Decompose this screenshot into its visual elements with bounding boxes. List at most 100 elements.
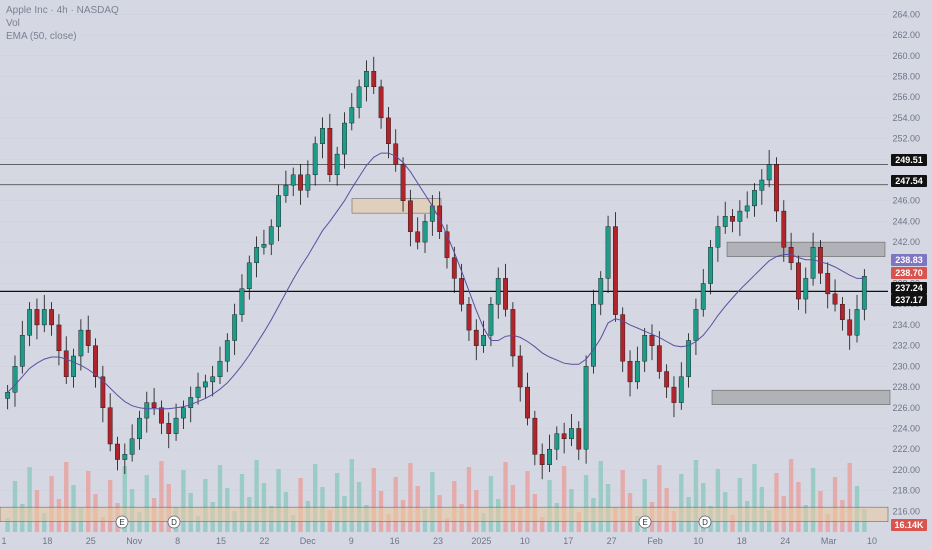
candle-body xyxy=(847,319,853,336)
volume-bar xyxy=(752,464,757,532)
volume-bar xyxy=(276,469,281,532)
candle-body xyxy=(466,304,472,331)
candle-body xyxy=(115,443,120,460)
candle-body xyxy=(656,345,662,372)
candle-body xyxy=(569,428,574,440)
ema-line xyxy=(7,152,865,410)
candle-body xyxy=(78,329,84,357)
price-tag-bg xyxy=(891,294,927,306)
event-marker-label: E xyxy=(642,518,647,527)
y-tick-label: 220.00 xyxy=(892,465,920,475)
x-tick-label: 15 xyxy=(216,536,226,546)
candle-body xyxy=(642,335,648,362)
chart-legend: Apple Inc · 4h · NASDAQ Vol EMA (50, clo… xyxy=(6,4,119,43)
candle-body xyxy=(678,376,684,403)
candle-body xyxy=(495,278,501,305)
volume-bar xyxy=(488,476,494,532)
candle-body xyxy=(517,355,523,388)
price-tag-bg xyxy=(891,154,927,166)
volume-bar xyxy=(635,516,640,532)
candle-body xyxy=(268,226,274,245)
candle-body xyxy=(700,283,706,310)
candle-body xyxy=(144,402,150,419)
candle-body xyxy=(137,417,142,440)
x-tick-label: Nov xyxy=(126,536,143,546)
volume-bar xyxy=(788,459,794,532)
volume-bar xyxy=(444,518,450,532)
volume-bar xyxy=(349,459,354,532)
symbol-title[interactable]: Apple Inc · 4h · NASDAQ xyxy=(6,5,119,16)
candle-body xyxy=(210,376,216,383)
x-tick-label: 16 xyxy=(390,536,400,546)
candle-body xyxy=(27,309,33,336)
x-tick-label: 2025 xyxy=(471,536,491,546)
candle-body xyxy=(41,309,47,326)
y-tick-label: 216.00 xyxy=(892,506,920,516)
candle-body xyxy=(781,210,787,248)
volume-bar xyxy=(481,513,486,532)
y-tick-label: 228.00 xyxy=(892,382,920,392)
volume-bar xyxy=(12,481,18,532)
x-tick-label: 1 xyxy=(1,536,6,546)
volume-bar xyxy=(525,471,530,532)
volume-bar xyxy=(42,513,47,532)
candlesticks xyxy=(5,56,867,480)
volume-bar xyxy=(137,512,142,532)
x-tick-label: 10 xyxy=(867,536,877,546)
candle-body xyxy=(71,355,76,377)
volume-bar xyxy=(810,468,816,532)
candle-body xyxy=(129,438,135,455)
volume-label[interactable]: Vol xyxy=(6,18,20,29)
y-tick-label: 252.00 xyxy=(892,134,920,144)
candle-body xyxy=(49,309,54,326)
x-tick-label: 9 xyxy=(349,536,354,546)
candle-body xyxy=(664,371,670,388)
candle-body xyxy=(93,345,98,377)
candle-body xyxy=(320,128,325,144)
x-tick-label: 10 xyxy=(520,536,530,546)
price-tags: 249.51 247.54 238.83 238.70 237.24 237.17 16.1… xyxy=(891,154,927,531)
candle-body xyxy=(371,71,377,88)
y-tick-label: 218.00 xyxy=(892,486,920,496)
candle-body xyxy=(261,243,267,248)
candle-body xyxy=(63,350,69,377)
candle-body xyxy=(510,309,516,357)
y-tick-label: 226.00 xyxy=(892,403,920,413)
volume-bar xyxy=(693,460,699,532)
price-tag-bg xyxy=(891,175,927,187)
event-marker xyxy=(115,515,129,529)
candle-body xyxy=(246,262,252,289)
volume-bar xyxy=(393,477,398,532)
price-tag-label: 238.83 xyxy=(895,255,923,265)
candle-body xyxy=(407,200,413,232)
candle-body xyxy=(766,164,772,181)
candle-body xyxy=(349,107,355,124)
candle-body xyxy=(188,397,194,408)
volume-bar xyxy=(430,472,435,532)
candle-body xyxy=(774,164,779,212)
volume-bar xyxy=(122,466,128,532)
candle-body xyxy=(539,454,545,465)
y-tick-label: 254.00 xyxy=(892,113,920,123)
candle-body xyxy=(612,226,618,315)
candle-body xyxy=(532,417,538,455)
volume-bar xyxy=(576,512,581,532)
candle-body xyxy=(386,117,391,144)
volume-bar xyxy=(386,514,391,532)
x-tick-label: 27 xyxy=(607,536,617,546)
candle-body xyxy=(796,262,801,300)
time-axis[interactable]: 1 18 25 Nov 8 15 22 Dec 9 16 23 2025 10 17 27 Feb 10 18 24… xyxy=(1,536,877,546)
x-tick-label: 25 xyxy=(86,536,96,546)
y-tick-label: 262.00 xyxy=(892,30,920,40)
ema-label[interactable]: EMA (50, close) xyxy=(6,31,77,42)
candle-body xyxy=(85,329,91,346)
candle-body xyxy=(12,366,18,393)
volume-bar xyxy=(159,461,164,532)
volume-bar xyxy=(5,518,10,532)
y-tick-label: 264.00 xyxy=(892,9,920,19)
candle-body xyxy=(19,335,25,367)
candle-body xyxy=(649,335,655,346)
volume-bar xyxy=(64,462,69,532)
